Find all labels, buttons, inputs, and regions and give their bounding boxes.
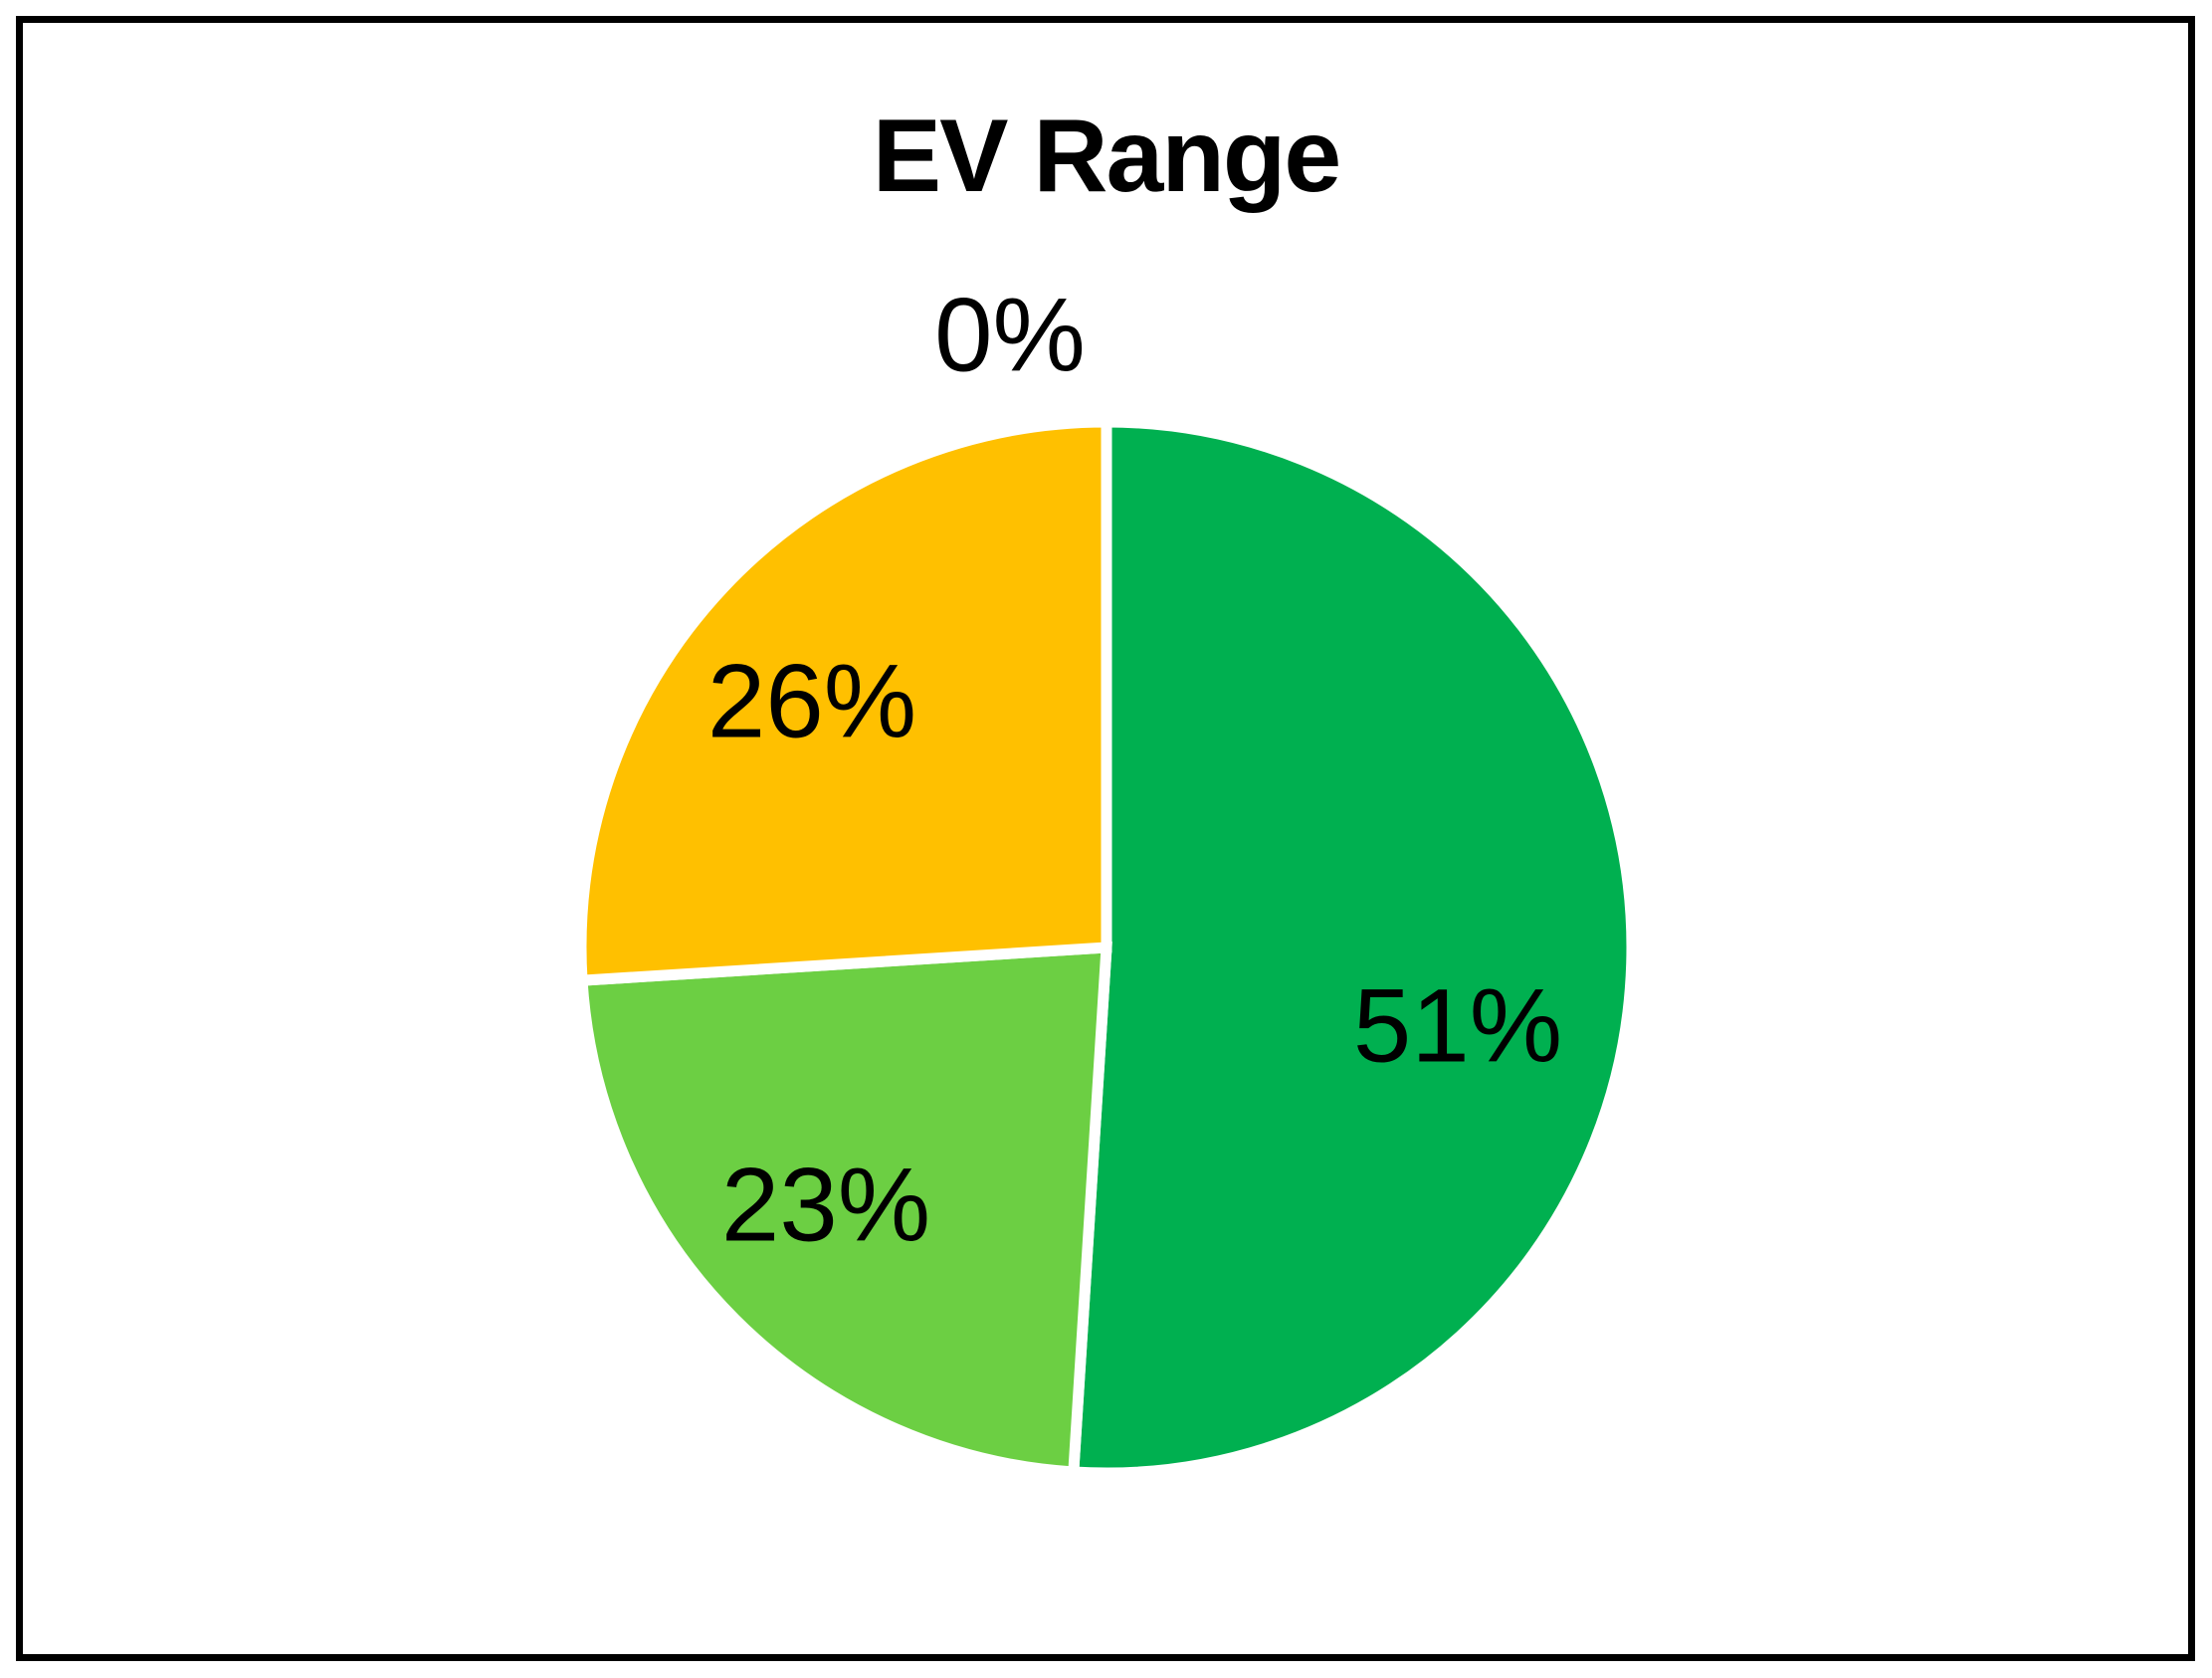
chart-title: EV Range — [872, 99, 1341, 214]
pie-label-0: 0% — [934, 277, 1086, 394]
pie-slice-23pct — [576, 942, 1112, 1478]
pie-slice-26pct — [575, 416, 1112, 986]
pie-label-23: 23% — [720, 1147, 931, 1264]
pie-label-26: 26% — [706, 643, 917, 760]
pie-slice-51pct — [1068, 416, 1638, 1479]
pie-label-51: 51% — [1352, 967, 1563, 1085]
